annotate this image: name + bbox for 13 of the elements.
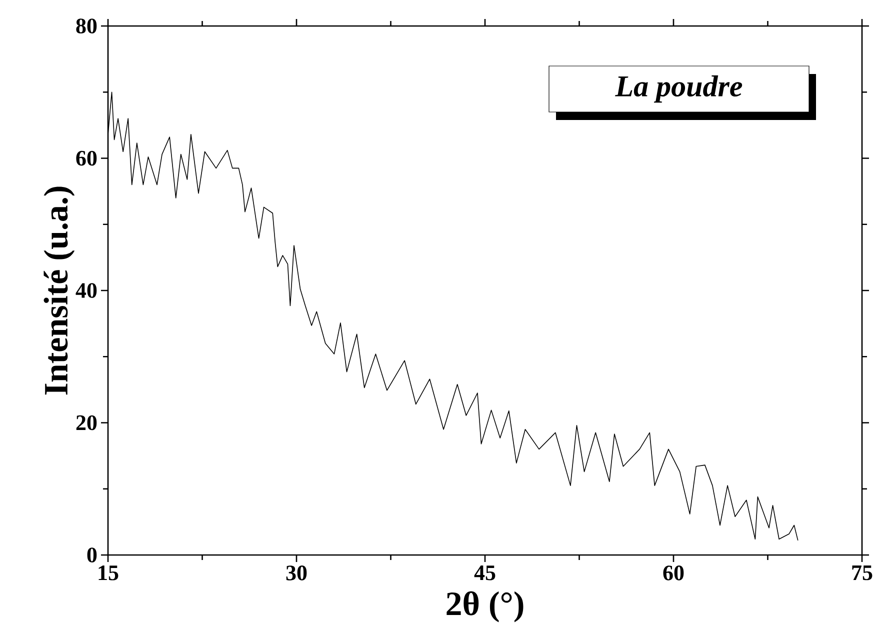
x-tick-label: 75: [852, 566, 872, 580]
x-tick-label: 60: [663, 566, 684, 580]
y-tick-label: 60: [76, 150, 97, 166]
y-tick-label: 0: [87, 548, 97, 562]
y-tick-label: 80: [76, 18, 97, 34]
x-tick-label: 30: [286, 566, 307, 580]
annotation: La poudre: [615, 75, 742, 103]
x-tick-label: 45: [474, 566, 496, 580]
y-tick-label: 20: [76, 415, 97, 430]
y-axis-title: Intensité (u.a.): [44, 186, 75, 395]
x-axis-title: 2θ (°): [446, 591, 524, 622]
y-tick-label: 40: [76, 283, 97, 298]
x-tick-label: 15: [98, 566, 118, 580]
